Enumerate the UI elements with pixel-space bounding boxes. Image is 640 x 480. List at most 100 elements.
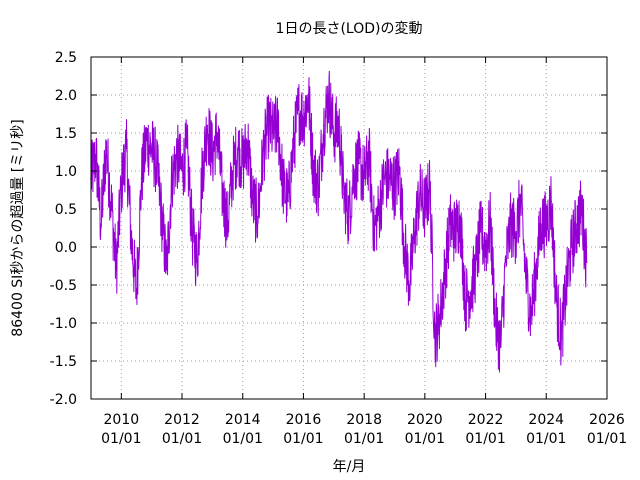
data-point [206,124,209,127]
data-point [525,276,527,279]
x-tick-label-year: 2014 [225,412,261,428]
data-point [408,284,411,286]
data-point [140,177,143,180]
y-axis-ticks: 2.5 2.0 1.5 1.0 0.5 0.0 -0.5 -1.0 -1.5 -2.0 [50,50,607,408]
data-point [246,139,249,142]
data-point [383,177,386,180]
data-point [317,185,320,187]
y-tick-label: 1.5 [55,126,77,142]
data-point [499,345,502,347]
data-point [337,124,340,127]
data-point [292,147,295,149]
data-point [373,231,375,233]
data-point [297,109,300,111]
x-tick-label-date: 01/01 [162,431,202,447]
data-point [454,231,457,233]
data-point [277,124,279,127]
x-tick-label-date: 01/01 [526,431,566,447]
x-tick-label-date: 01/01 [344,431,384,447]
data-point [272,132,274,134]
data-point [489,223,492,225]
data-point [540,223,542,225]
data-point [353,170,355,172]
data-point [267,124,269,127]
data-point [105,147,107,149]
data-point [530,314,532,317]
data-point [358,162,360,165]
data-point [226,223,229,225]
data-point [469,291,472,294]
y-tick-label: -1.0 [50,316,77,332]
data-point [494,322,497,324]
data-point [510,223,512,225]
x-tick-label-year: 2018 [346,412,382,428]
data-point [287,200,289,203]
data-point [120,185,123,187]
data-point [570,246,573,248]
x-axis-ticks: 2010 01/01 2012 01/01 2014 01/01 2016 01/01 2018… [101,57,627,447]
data-point [575,223,578,225]
data-point [424,208,426,210]
data-point [231,170,234,172]
data-point [585,261,588,264]
data-point [110,200,112,203]
x-tick-label-year: 2020 [407,412,443,428]
x-axis-title: 年/月 [333,459,366,475]
data-point [368,155,370,157]
data-point [262,155,264,157]
data-point [444,269,446,271]
x-tick-label-year: 2024 [528,412,564,428]
data-point [560,337,563,340]
data-point [191,231,193,233]
x-tick-label-year: 2012 [164,412,200,428]
x-tick-label-year: 2026 [589,412,625,428]
x-tick-label-year: 2010 [104,412,140,428]
data-point [165,269,168,271]
data-point [201,170,204,172]
x-tick-label-year: 2022 [468,412,504,428]
x-tick-label-date: 01/01 [587,431,627,447]
data-point [545,223,548,225]
y-tick-label: 2.5 [55,50,77,66]
data-point [150,147,153,149]
data-point [95,155,97,157]
data-point [282,185,284,187]
x-tick-label-date: 01/01 [465,431,505,447]
chart-title: 1日の長さ(LOD)の変動 [276,20,423,37]
plot-frame [90,56,608,400]
data-point [171,177,173,180]
y-tick-label: 2.0 [55,88,77,104]
data-point [176,155,178,157]
data-point [398,170,401,172]
data-point [125,147,128,149]
data-point [565,284,568,286]
data-point [348,215,350,218]
data-point [160,215,163,218]
y-tick-label: -1.5 [50,354,77,370]
data-point [439,314,441,317]
data-point [459,215,461,218]
data-point [418,193,421,195]
data-point [327,94,330,96]
data-point [378,208,381,210]
x-tick-label-year: 2016 [286,412,322,428]
series-line [90,70,588,373]
data-point [307,94,310,96]
y-tick-label: 0.0 [55,240,77,256]
data-point [388,177,391,180]
data-point [241,162,244,165]
y-tick-label: -2.0 [50,392,77,408]
data-point [186,147,188,149]
data-point [393,185,396,187]
data-point [515,231,517,233]
data-point [115,269,118,271]
y-tick-label: 0.5 [55,202,77,218]
data-point [251,200,254,203]
x-tick-label-date: 01/01 [101,431,141,447]
data-point [550,200,553,203]
data-point [363,177,365,180]
data-point [221,193,224,195]
data-point [520,200,522,203]
data-point [135,291,138,294]
